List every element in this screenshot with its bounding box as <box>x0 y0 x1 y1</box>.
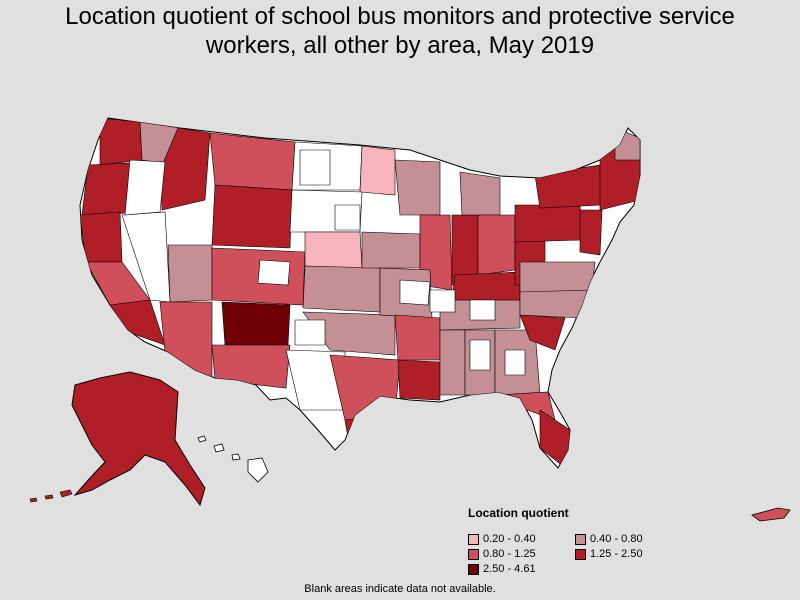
region-montana <box>209 132 296 191</box>
region-texas-gulf <box>344 414 396 451</box>
legend-title: Location quotient <box>468 506 569 520</box>
hawaii <box>197 435 269 483</box>
region-new-mexico-south <box>211 344 291 389</box>
region-california-north <box>80 211 123 263</box>
title-line-1: Location quotient of school bus monitors… <box>65 3 735 30</box>
legend-swatch <box>468 564 479 575</box>
no-data-areas <box>124 149 526 376</box>
region-ohio <box>477 214 516 276</box>
region-iowa <box>361 231 421 269</box>
alaska <box>71 371 206 507</box>
region-michigan <box>459 171 501 216</box>
legend-label: 1.25 - 2.50 <box>590 548 643 560</box>
region-virginia <box>519 261 596 293</box>
region-nebraska <box>304 231 363 269</box>
region-north-carolina <box>519 287 593 319</box>
legend-label: 0.80 - 1.25 <box>483 548 536 560</box>
legend-item: 0.40 - 0.80 <box>575 533 685 546</box>
legend-swatch <box>575 534 586 545</box>
legend-item: 0.80 - 1.25 <box>468 548 575 561</box>
region-minnesota-south <box>359 145 396 196</box>
region-kentucky <box>451 271 521 301</box>
legend-item: 2.50 - 4.61 <box>468 563 575 576</box>
region-arkansas <box>394 314 441 361</box>
legend-label: 0.20 - 0.40 <box>483 533 536 545</box>
legend-swatch <box>468 549 479 560</box>
region-new-jersey <box>579 209 603 256</box>
legend-label: 0.40 - 0.80 <box>590 533 643 545</box>
region-mississippi <box>439 329 466 396</box>
title-line-2: workers, all other by area, May 2019 <box>205 32 595 59</box>
legend-label: 2.50 - 4.61 <box>483 563 536 575</box>
region-wyoming <box>211 184 293 249</box>
legend-item: 0.20 - 0.40 <box>468 533 575 546</box>
region-washington-west <box>99 118 143 166</box>
legend-swatch <box>468 534 479 545</box>
region-maine <box>614 127 640 161</box>
region-pennsylvania <box>514 204 583 243</box>
region-utah <box>167 244 213 303</box>
legend-swatch <box>575 549 586 560</box>
area-regions <box>80 118 640 468</box>
puerto-rico <box>751 507 791 522</box>
legend-grid: 0.20 - 0.40 0.40 - 0.80 0.80 - 1.25 1.25… <box>468 533 698 576</box>
footnote: Blank areas indicate data not available. <box>304 583 496 595</box>
region-wisconsin <box>394 159 441 216</box>
region-kansas <box>302 265 381 313</box>
region-florida-south <box>539 409 571 468</box>
region-arizona <box>159 301 213 379</box>
legend: Location quotient 0.20 - 0.40 0.40 - 0.8… <box>468 506 698 576</box>
region-new-mexico-north <box>221 301 291 346</box>
map-title: Location quotient of school bus monitors… <box>0 2 800 60</box>
legend-item: 1.25 - 2.50 <box>575 548 685 561</box>
alaska-islands <box>29 489 73 503</box>
region-louisiana <box>397 359 441 401</box>
region-south-carolina <box>519 314 566 351</box>
